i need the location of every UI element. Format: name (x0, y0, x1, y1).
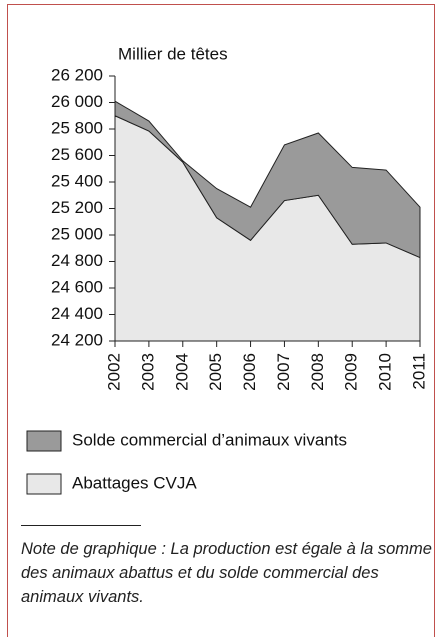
y-tick-label: 26 000 (51, 92, 103, 111)
y-tick-label: 25 000 (51, 224, 103, 243)
x-tick-label: 2009 (342, 353, 361, 391)
y-axis-label: Millier de têtes (118, 44, 228, 63)
area (114, 100, 421, 259)
frame (7, 4, 435, 637)
x-tick-label: 2006 (240, 353, 259, 391)
legend-label: Abattages CVJA (72, 473, 197, 492)
x-tick-label: 2002 (104, 353, 123, 391)
note: Note de graphique : La production est ég… (21, 540, 432, 606)
y-tick-label: 25 800 (51, 118, 103, 137)
y-tick-label: 24 800 (51, 251, 103, 270)
x-tick-label: 2004 (172, 353, 191, 391)
x-tick-label: 2003 (138, 353, 157, 391)
y-tick-label: 24 200 (51, 330, 103, 349)
y-tick-label: 25 600 (51, 145, 103, 164)
y-tick-label: 25 200 (51, 198, 103, 217)
x-tick-label: 2008 (308, 353, 327, 391)
legend-swatch (26, 430, 62, 452)
legend-label: Solde commercial d’animaux vivants (72, 430, 347, 449)
x-tick-label: 2005 (206, 353, 225, 391)
y-tick-label: 24 600 (51, 277, 103, 296)
y-tick-label: 26 200 (51, 65, 103, 84)
separator (21, 525, 141, 526)
x-tick-label: 2011 (409, 353, 428, 390)
y-tick-label: 25 400 (51, 171, 103, 190)
x-tick-label: 2007 (274, 353, 293, 391)
x-tick-label: 2010 (376, 353, 395, 391)
y-tick-label: 24 400 (51, 304, 103, 323)
legend-swatch (26, 473, 62, 495)
